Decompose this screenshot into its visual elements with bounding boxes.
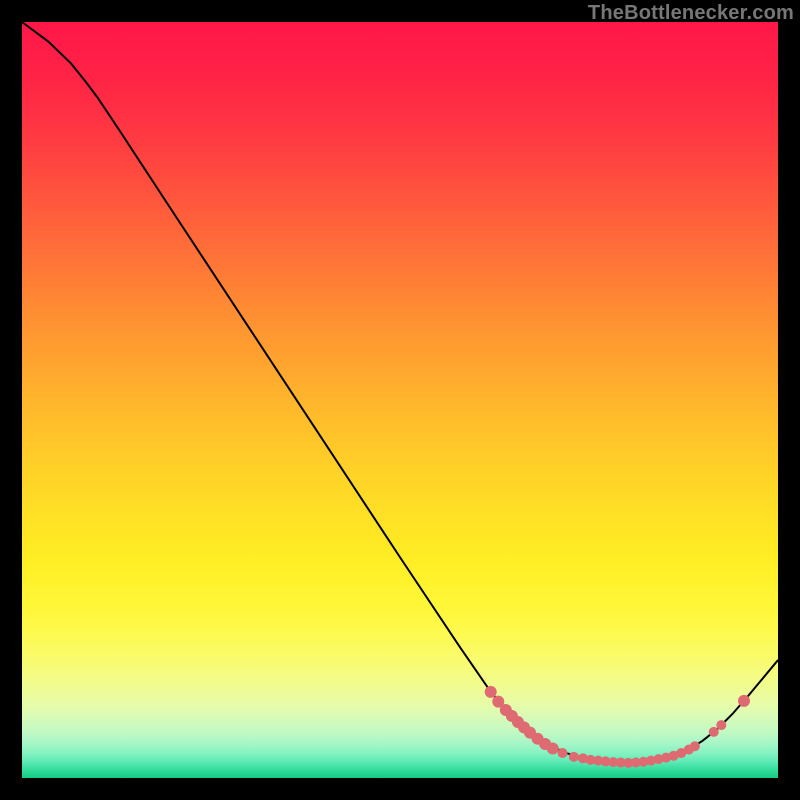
data-marker [716, 720, 726, 730]
chart-frame: TheBottlenecker.com [0, 0, 800, 800]
data-marker [547, 743, 559, 755]
bottleneck-curve-chart [0, 0, 800, 800]
data-marker [709, 727, 719, 737]
data-marker [558, 748, 568, 758]
plot-background [22, 22, 778, 778]
data-marker [569, 752, 579, 762]
attribution-label: TheBottlenecker.com [588, 2, 794, 25]
data-marker [690, 741, 700, 751]
data-marker [738, 695, 750, 707]
data-marker [485, 686, 497, 698]
